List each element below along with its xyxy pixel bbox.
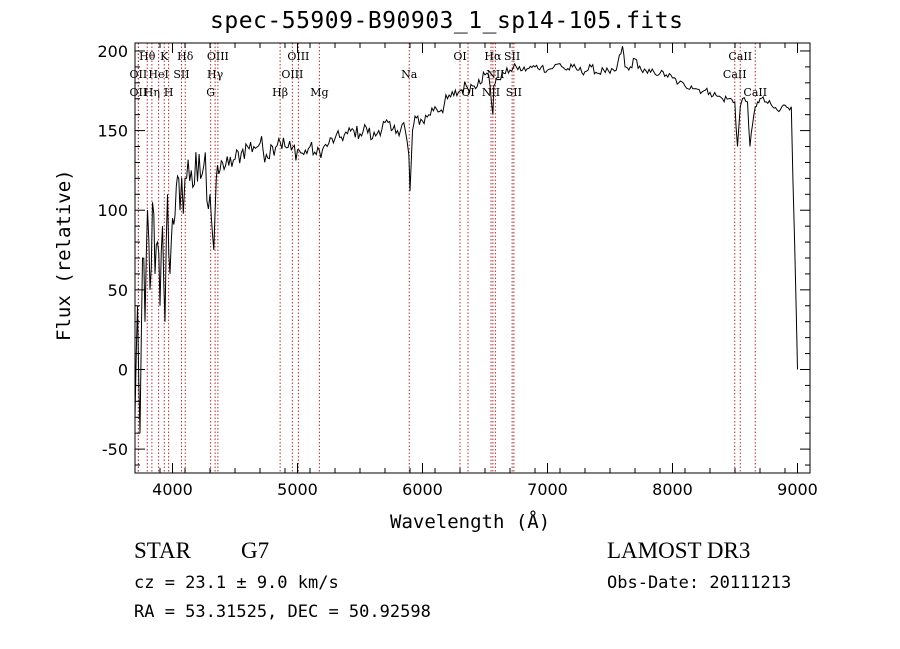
line-label-1: OII bbox=[130, 68, 148, 81]
line-label-15: Mg bbox=[310, 86, 328, 99]
line-label-23: SII bbox=[506, 86, 522, 99]
x-tick-label-5: 9000 bbox=[777, 480, 818, 499]
y-axis-label: Flux (relative) bbox=[53, 169, 75, 341]
x-tick-label-2: 6000 bbox=[402, 480, 443, 499]
emission-line-markers bbox=[137, 43, 756, 473]
line-label-9: G bbox=[206, 86, 215, 99]
ra-dec: RA = 53.31525, DEC = 50.92598 bbox=[134, 602, 431, 622]
line-label-11: OIII bbox=[207, 50, 229, 63]
line-label-17: OI bbox=[453, 50, 466, 63]
line-label-10: Hγ bbox=[207, 68, 224, 81]
line-label-13: OIII bbox=[281, 68, 303, 81]
y-tick-label-5: 200 bbox=[97, 42, 128, 61]
line-label-6: H bbox=[164, 86, 174, 99]
line-label-21: NII bbox=[486, 68, 504, 81]
x-tick-label-3: 7000 bbox=[527, 480, 568, 499]
y-tick-label-1: 0 bbox=[118, 360, 128, 379]
line-label-0: Hθ bbox=[139, 50, 156, 63]
line-label-25: CaII bbox=[728, 50, 752, 63]
line-label-22: SII bbox=[504, 50, 520, 63]
line-label-2: OII bbox=[130, 86, 148, 99]
x-tick-label-1: 5000 bbox=[277, 480, 318, 499]
y-tick-label-3: 100 bbox=[97, 201, 128, 220]
line-label-3: Hη bbox=[144, 86, 160, 99]
line-label-26: CaII bbox=[743, 86, 767, 99]
plot-frame bbox=[134, 42, 811, 474]
observation-date: Obs-Date: 20111213 bbox=[607, 573, 792, 593]
object-subclass: G7 bbox=[241, 538, 270, 563]
y-tick-label-4: 150 bbox=[97, 122, 128, 141]
redshift-cz: cz = 23.1 ± 9.0 km/s bbox=[134, 573, 339, 593]
line-labels: HθOIIOIIHηHeIKHSIIHδGHγOIIIHβOIIIOIIIMgN… bbox=[130, 50, 768, 99]
line-label-12: Hβ bbox=[272, 86, 288, 99]
line-label-20: Hα bbox=[484, 50, 502, 63]
line-label-4: HeI bbox=[148, 68, 168, 81]
line-label-14: OIII bbox=[287, 50, 309, 63]
y-tick-label-2: 50 bbox=[108, 281, 128, 300]
object-class: STAR bbox=[134, 538, 191, 563]
spectrum-series bbox=[134, 46, 798, 434]
x-tick-label-0: 4000 bbox=[152, 480, 193, 499]
axis-ticks: 4000 5000 6000 7000 8000 9000 -50 0 50 100 150 200 bbox=[97, 42, 817, 499]
line-label-19: NII bbox=[482, 86, 500, 99]
line-label-24: CaII bbox=[723, 68, 747, 81]
y-tick-label-0: -50 bbox=[102, 440, 128, 459]
line-label-5: K bbox=[160, 50, 169, 63]
spectrum-line bbox=[134, 46, 798, 434]
chart-title: spec-55909-B90903_1_sp14-105.fits bbox=[210, 8, 684, 34]
survey-name: LAMOST DR3 bbox=[607, 538, 751, 563]
line-label-16: Na bbox=[401, 68, 418, 81]
x-axis-label: Wavelength (Å) bbox=[390, 511, 551, 533]
x-tick-label-4: 8000 bbox=[652, 480, 693, 499]
line-label-7: SII bbox=[173, 68, 189, 81]
line-label-18: OI bbox=[461, 86, 474, 99]
line-label-8: Hδ bbox=[177, 50, 194, 63]
